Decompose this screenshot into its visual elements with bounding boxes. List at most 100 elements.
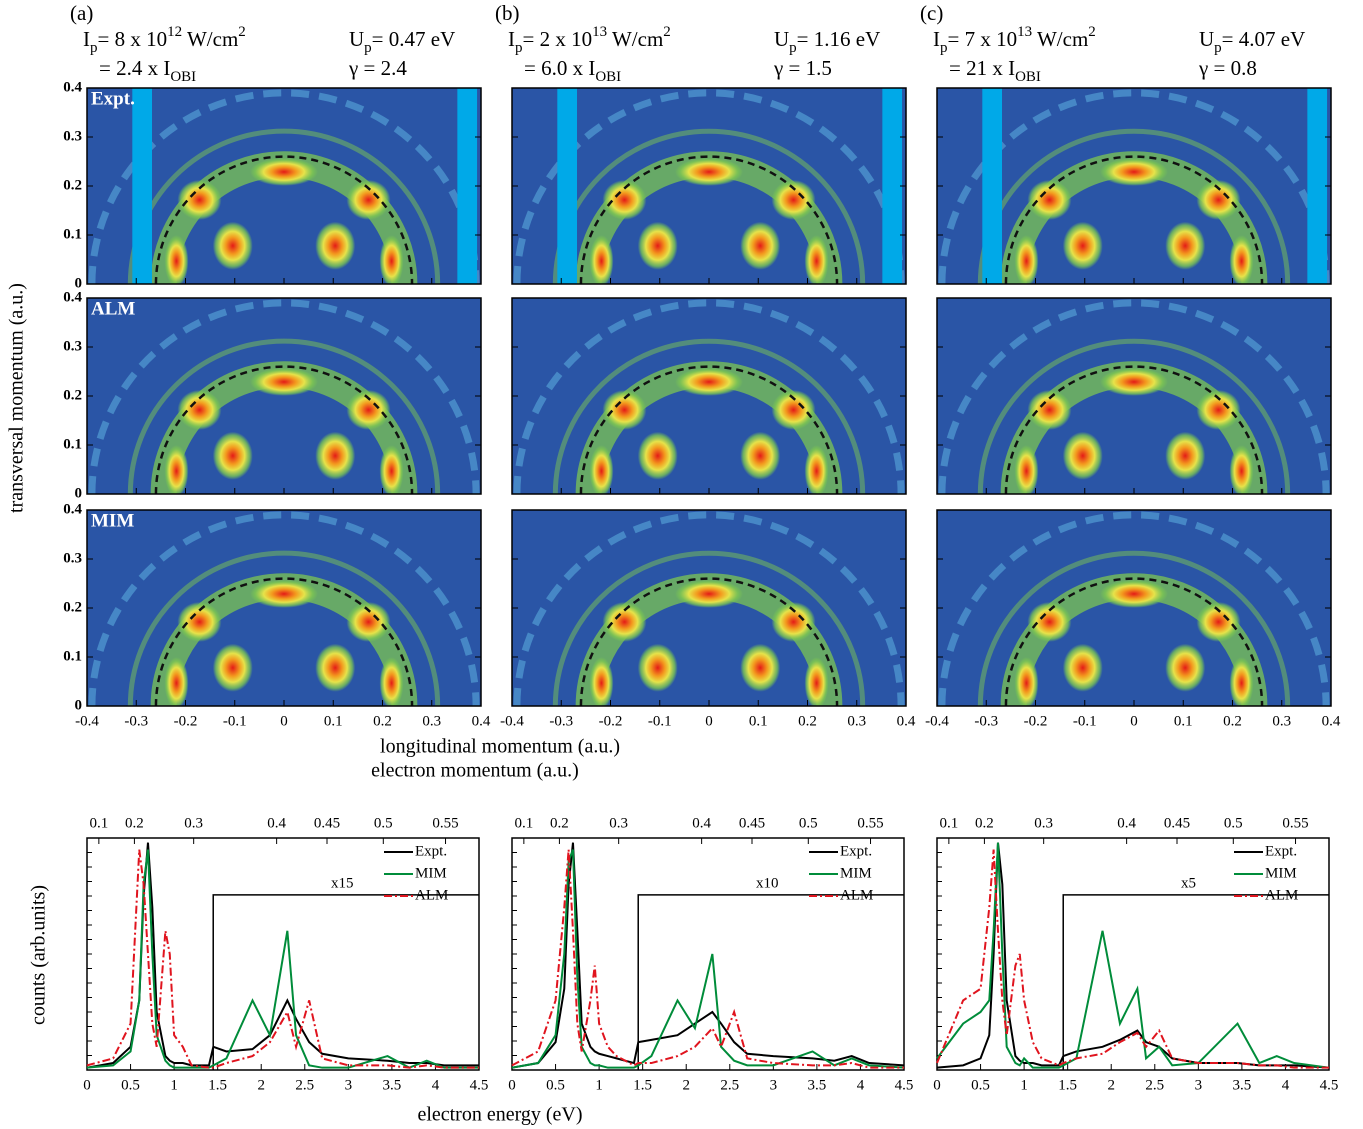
scale-annotation: x5 [1181, 875, 1196, 891]
intensity-spot [637, 643, 678, 692]
x-tick-label: -0.3 [549, 713, 573, 729]
legend-label: MIM [840, 865, 872, 881]
intensity-spot [675, 157, 743, 186]
y-tick-label: 0.1 [63, 648, 82, 664]
intensity-spot [1014, 657, 1039, 706]
x-tick-label: 1 [595, 1077, 603, 1093]
intensity-spot [1027, 601, 1072, 642]
x-tick-label: 0 [705, 713, 713, 729]
y-tick-label: 0.3 [63, 338, 82, 354]
text-run: W/cm [1032, 27, 1088, 51]
x-tick-label: 1 [1020, 1077, 1028, 1093]
intensity-spot [1027, 179, 1072, 220]
x-axis-title: electron energy (eV) [417, 1104, 582, 1126]
x-tick-label: 4 [857, 1077, 865, 1093]
intensity-spot [1196, 179, 1241, 220]
detector-mask [882, 88, 903, 284]
heatmap-image [937, 510, 1331, 706]
text-run: = 7 x 10 [948, 27, 1018, 51]
x-tick-label: 3 [770, 1077, 778, 1093]
legend-label: Expt. [1265, 843, 1297, 859]
x-tick-label: 0 [280, 713, 288, 729]
x-tick-label: -0.2 [1024, 713, 1048, 729]
text-run: OBI [595, 69, 621, 85]
intensity-spot [177, 179, 222, 220]
y-tick-label: 0.4 [63, 501, 82, 517]
x-tick-label: -0.3 [974, 713, 998, 729]
intensity-spot [177, 389, 222, 430]
x-tick-label: 0.2 [1223, 713, 1242, 729]
x-tick-label: 0.1 [749, 713, 768, 729]
y-tick-label: 0.3 [63, 128, 82, 144]
intensity-spot [346, 389, 391, 430]
scale-region [1062, 894, 1329, 1070]
y-tick-label: 0 [75, 485, 83, 501]
ponderomotive-energy: Up= 4.07 eV [1199, 27, 1305, 57]
x2-tick-label: 0.1 [514, 815, 533, 831]
intensity-ratio: = 2.4 x IOBI [99, 56, 196, 86]
intensity-spot [1100, 367, 1168, 396]
intensity-spot [212, 431, 253, 480]
x-tick-label: 0.3 [422, 713, 441, 729]
legend-label: ALM [415, 887, 448, 903]
ring [88, 511, 480, 706]
intensity-ratio: = 21 x IOBI [949, 56, 1041, 86]
dashed-circle [579, 365, 839, 495]
x-tick-label: 0.5 [121, 1077, 140, 1093]
y-tick-label: 0.2 [63, 599, 82, 615]
intensity-spot [602, 389, 647, 430]
legend-label: Expt. [415, 843, 447, 859]
intensity-spot [740, 431, 781, 480]
x2-tick-label: 0.55 [432, 815, 458, 831]
x2-tick-label: 0.4 [692, 815, 711, 831]
series-line [936, 842, 1330, 1069]
x2-tick-label: 0.1 [939, 815, 958, 831]
x2-tick-label: 0.45 [1164, 815, 1190, 831]
text-run: I [83, 27, 90, 51]
x-tick-label: 0.3 [847, 713, 866, 729]
intensity-spot [346, 179, 391, 220]
x-tick-label: 0.3 [1272, 713, 1291, 729]
ring [127, 550, 441, 706]
heatmap-background [87, 510, 481, 706]
intensity-spot [379, 235, 404, 284]
intensity-spot [740, 221, 781, 270]
heatmap-background [87, 88, 481, 284]
keldysh-parameter: γ = 1.5 [773, 56, 832, 80]
intensity-spot [1100, 157, 1168, 186]
ring [552, 338, 866, 494]
intensity-spot [771, 601, 816, 642]
x-tick-label: 0 [933, 1077, 941, 1093]
ring [513, 89, 905, 284]
intensity-spot [804, 445, 829, 494]
text-run: p [1214, 40, 1222, 56]
panel-label: (c) [920, 1, 943, 25]
y-tick-label: 0.4 [63, 289, 82, 305]
x2-tick-label: 0.55 [857, 815, 883, 831]
intensity-ratio: = 6.0 x IOBI [524, 56, 621, 86]
y-tick-label: 0 [75, 275, 83, 291]
ring [977, 550, 1291, 706]
intensity-spot [1229, 445, 1254, 494]
dashed-circle [1004, 577, 1264, 707]
intensity-spot [315, 221, 356, 270]
intensity-spot [1165, 221, 1206, 270]
intensity-spot [1165, 431, 1206, 480]
detector-mask [1307, 88, 1328, 284]
heatmap-image [937, 298, 1331, 494]
x-tick-label: 4.5 [470, 1077, 489, 1093]
intensity-spot [602, 179, 647, 220]
x2-tick-label: 0.5 [374, 815, 393, 831]
x-tick-label: 3.5 [808, 1077, 827, 1093]
detector-mask [457, 88, 478, 284]
intensity: Ip= 7 x 1013 W/cm2 [933, 24, 1096, 56]
x-tick-label: 2 [257, 1077, 265, 1093]
x-tick-label: 3.5 [383, 1077, 402, 1093]
intensity-spot [1014, 235, 1039, 284]
x2-tick-label: 0.55 [1282, 815, 1308, 831]
intensity-spot [379, 657, 404, 706]
text-run: = 4.07 eV [1222, 27, 1306, 51]
y-tick-label: 0.4 [63, 79, 82, 95]
heatmap-background [512, 88, 906, 284]
x-tick-label: 2.5 [720, 1077, 739, 1093]
